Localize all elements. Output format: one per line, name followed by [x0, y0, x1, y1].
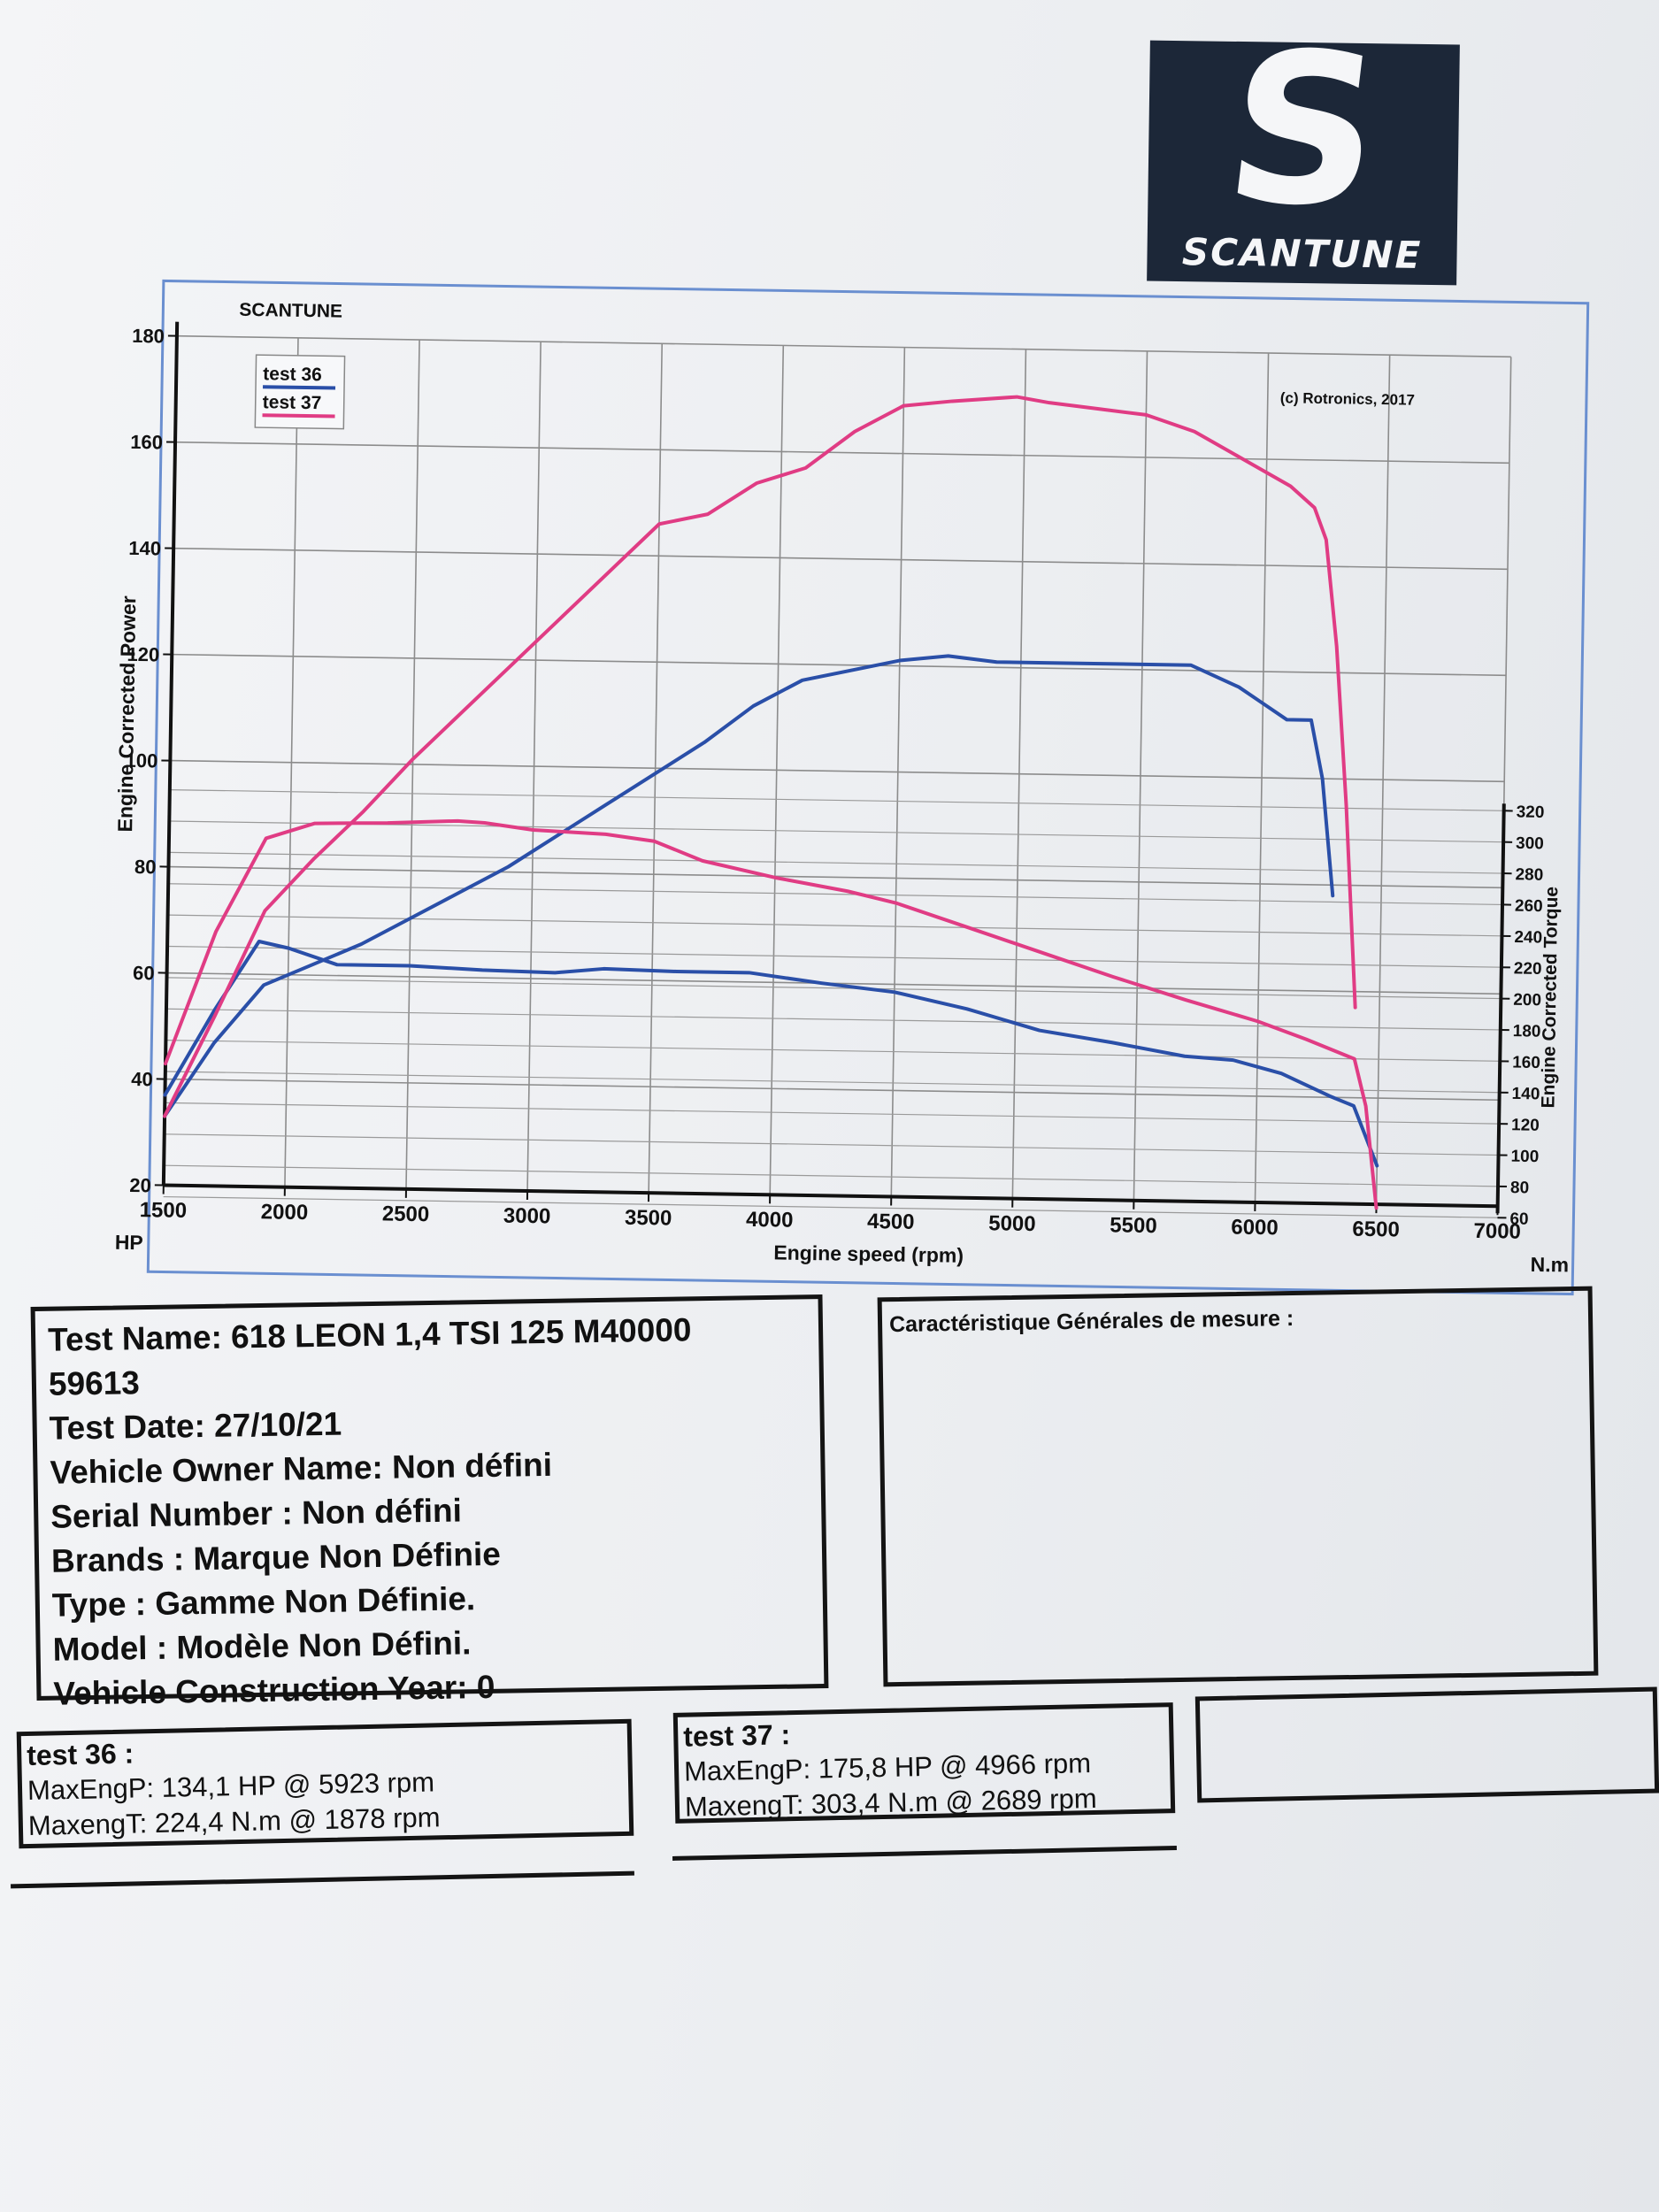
characteristics-title: Caractéristique Générales de mesure : — [888, 1305, 1294, 1338]
characteristics-box: Caractéristique Générales de mesure : — [877, 1286, 1599, 1687]
grid-line-torque — [164, 1164, 1499, 1187]
y-right-tick-label: 120 — [1511, 1116, 1540, 1134]
y-left-tick-label: 140 — [128, 537, 161, 560]
grid-line-horizontal — [173, 547, 1508, 571]
grid-line-horizontal — [176, 334, 1511, 358]
grid-line-torque — [167, 945, 1502, 968]
y-left-tick-label: 20 — [129, 1174, 151, 1196]
axes: 1500 2000 2500 3000 3500 4000 4500 5000 5500 6000… — [125, 321, 1545, 1244]
x-tick-label: 2500 — [382, 1202, 430, 1226]
legend-label: test 36 — [263, 364, 322, 385]
y-left-tick-label: 80 — [134, 856, 157, 878]
y-right-tick-label: 300 — [1516, 834, 1544, 853]
grid-line-torque — [167, 914, 1502, 937]
x-axis — [163, 1183, 1498, 1209]
grid-line-torque — [166, 977, 1502, 1000]
y-axis-right-label: Engine Corrected Torque — [1538, 887, 1562, 1109]
y-right-tick-label: 220 — [1514, 959, 1542, 978]
grid-line-horizontal — [172, 653, 1507, 677]
grid-line-torque — [163, 1195, 1498, 1218]
grid-line-horizontal — [170, 759, 1505, 783]
grid-line-torque — [165, 1102, 1500, 1125]
series-test-37-torque — [163, 818, 1379, 1210]
x-tick-label: 4000 — [746, 1208, 794, 1233]
x-tick-label: 5000 — [988, 1211, 1036, 1236]
y-axis-left — [161, 321, 180, 1186]
x-unit-left: HP — [115, 1231, 143, 1254]
grid-line-horizontal — [175, 441, 1509, 465]
series-test-36-power — [163, 654, 1335, 1118]
empty-result-box — [1194, 1686, 1659, 1803]
grid-line-horizontal — [168, 865, 1503, 889]
grid-line-torque — [165, 1040, 1501, 1062]
grid-line-horizontal — [165, 1078, 1500, 1102]
x-tick-label: 5500 — [1110, 1213, 1157, 1238]
chart-copyright: (c) Rotronics, 2017 — [1280, 389, 1415, 408]
x-tick-label: 4500 — [867, 1210, 915, 1234]
y-right-tick-label: 200 — [1513, 991, 1541, 1010]
series-layer — [163, 395, 1379, 1210]
series-test-36-torque — [163, 940, 1379, 1168]
legend: test 36 test 37 — [254, 354, 346, 430]
y-right-tick-label: 60 — [1509, 1210, 1528, 1228]
legend-swatch — [262, 413, 335, 419]
x-tick-label: 3500 — [625, 1206, 672, 1231]
x-unit-right: N.m — [1530, 1253, 1569, 1277]
y-left-tick-label: 180 — [132, 325, 165, 348]
y-left-tick-label: 100 — [125, 749, 157, 772]
x-tick-label: 6000 — [1231, 1216, 1279, 1240]
y-left-tick-label: 120 — [127, 643, 159, 666]
x-tick-label: 6500 — [1352, 1217, 1400, 1242]
legend-swatch — [262, 385, 336, 390]
y-right-tick-label: 140 — [1511, 1085, 1540, 1103]
x-tick-label: 2000 — [261, 1200, 309, 1225]
grid-line-torque — [165, 1071, 1500, 1094]
grid-line-torque — [168, 851, 1503, 874]
chart-frame — [146, 279, 1590, 1296]
grid-line-torque — [168, 883, 1503, 906]
y-right-tick-label: 280 — [1515, 865, 1543, 884]
y-right-tick-label: 260 — [1515, 897, 1543, 916]
y-left-tick-label: 160 — [130, 431, 163, 454]
y-axis-left-label: Engine Corrected Power — [113, 595, 140, 833]
x-tick-label: 3000 — [503, 1204, 551, 1229]
y-right-tick-label: 160 — [1512, 1054, 1540, 1072]
y-right-tick-label: 180 — [1513, 1022, 1541, 1041]
x-tick-label: 1500 — [139, 1198, 187, 1223]
result-max-torque-test-36: MaxengT: 224,4 N.m @ 1878 rpm — [27, 1801, 441, 1842]
grid-line-torque — [164, 1133, 1499, 1156]
result-box-test-37: test 37 : MaxEngP: 175,8 HP @ 4966 rpm M… — [672, 1702, 1176, 1824]
grid-line-torque — [165, 1008, 1501, 1031]
x-axis-label: Engine speed (rpm) — [773, 1240, 964, 1266]
y-left-tick-label: 60 — [133, 962, 155, 984]
chart-title: SCANTUNE — [239, 300, 342, 322]
y-axis-right — [1495, 803, 1506, 1214]
y-right-tick-label: 240 — [1514, 928, 1542, 947]
y-right-tick-label: 80 — [1510, 1179, 1529, 1197]
legend-box — [254, 354, 346, 430]
grid-line-torque — [169, 789, 1504, 811]
result-box-test-36: test 36 : MaxEngP: 134,1 HP @ 5923 rpm M… — [16, 1718, 634, 1849]
y-left-tick-label: 40 — [131, 1068, 153, 1090]
y-right-tick-label: 320 — [1516, 803, 1544, 822]
x-tick-label: 7000 — [1473, 1219, 1521, 1244]
series-test-37-power — [163, 395, 1357, 1118]
test-info-box: Test Name: 618 LEON 1,4 TSI 125 M40000 5… — [30, 1294, 829, 1712]
legend-label: test 37 — [263, 392, 322, 413]
y-right-tick-label: 100 — [1510, 1148, 1539, 1166]
